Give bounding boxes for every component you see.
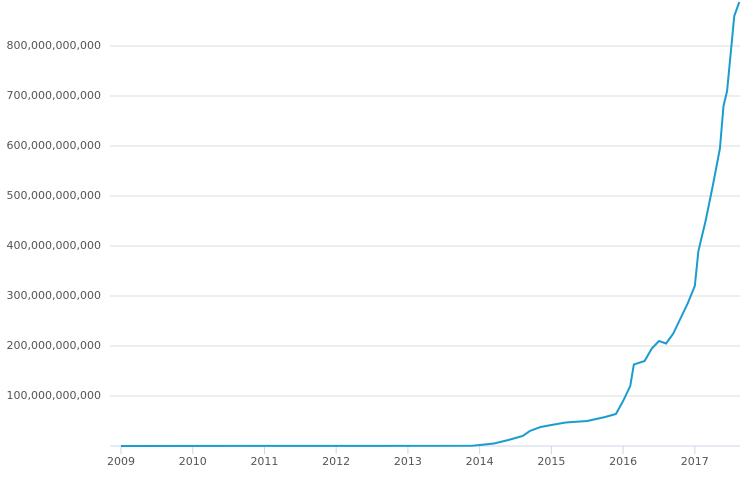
x-tick-label: 2017 [681,455,709,468]
y-tick-label: 200,000,000,000 [7,339,101,352]
x-tick-label: 2012 [322,455,350,468]
x-tick-label: 2015 [537,455,565,468]
x-tick-label: 2011 [250,455,278,468]
x-tick-label: 2014 [466,455,494,468]
y-tick-label: 600,000,000,000 [7,139,101,152]
x-tick-label: 2010 [179,455,207,468]
y-tick-label: 500,000,000,000 [7,189,101,202]
y-tick-label: 100,000,000,000 [7,389,101,402]
data-line [120,1,741,447]
x-tick-label: 2016 [609,455,637,468]
y-tick-label: 300,000,000,000 [7,289,101,302]
x-tick-label: 2013 [394,455,422,468]
y-tick-label: 800,000,000,000 [7,39,101,52]
y-tick-label: 400,000,000,000 [7,239,101,252]
x-tick-label: 2009 [107,455,135,468]
y-tick-label: 700,000,000,000 [7,89,101,102]
